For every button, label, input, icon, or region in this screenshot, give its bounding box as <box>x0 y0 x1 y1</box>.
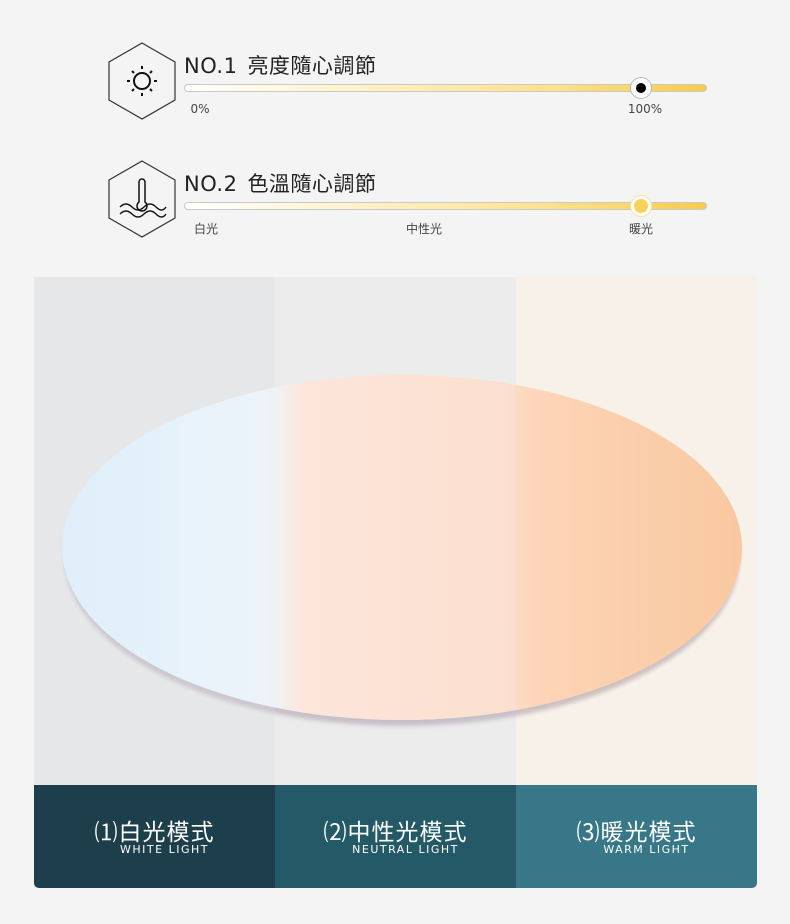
slider-knob[interactable] <box>630 195 653 217</box>
brightness-slider[interactable] <box>184 77 707 99</box>
mode-neutral: ⑵中性光模式 NEUTRAL LIGHT <box>275 785 516 888</box>
color-temp-section: NO.2 色溫隨心調節 白光 中性光 暖光 <box>108 160 718 240</box>
min-label: 0% <box>190 102 210 116</box>
color-temp-slider[interactable] <box>184 195 707 217</box>
color-temp-title: NO.2 色溫隨心調節 <box>184 172 377 196</box>
light-modes: ⑴白光模式 WHITE LIGHT ⑵中性光模式 NEUTRAL LIGHT ⑶暖光… <box>34 277 757 888</box>
ceiling-lamp-image <box>62 375 742 720</box>
warm-label: 暖光 <box>628 222 654 236</box>
mode-white: ⑴白光模式 WHITE LIGHT <box>34 785 275 888</box>
neutral-label: 中性光 <box>405 222 443 236</box>
white-label: 白光 <box>193 222 219 236</box>
mode-warm: ⑶暖光模式 WARM LIGHT <box>516 785 757 888</box>
sun-icon <box>108 42 176 120</box>
thermometer-icon <box>108 160 176 238</box>
brightness-section: NO.1 亮度隨心調節 0% 100% <box>108 42 718 122</box>
max-label: 100% <box>627 102 663 116</box>
slider-knob[interactable] <box>630 77 653 99</box>
brightness-title: NO.1 亮度隨心調節 <box>184 54 377 78</box>
